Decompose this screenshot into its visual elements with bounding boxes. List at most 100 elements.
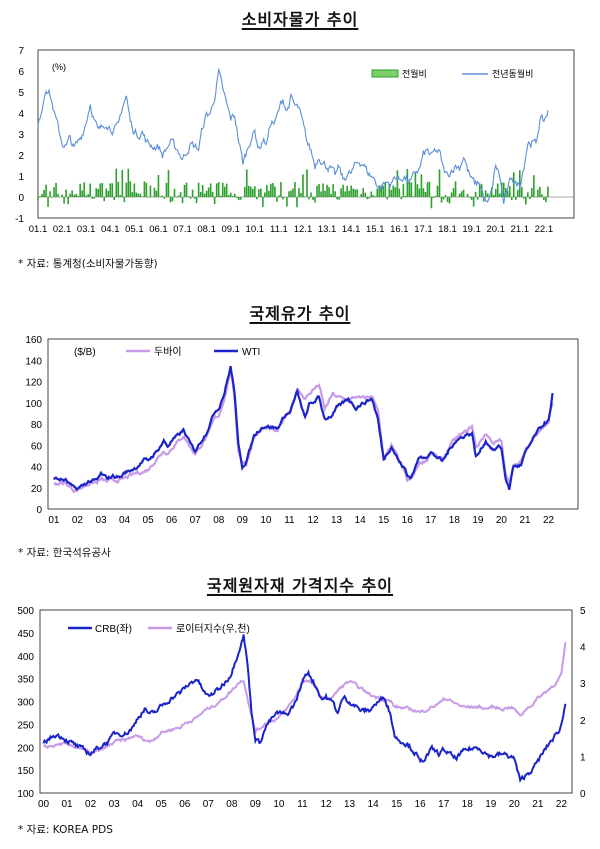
mom-bar (231, 195, 234, 197)
mom-bar (85, 195, 87, 197)
mom-bar (49, 191, 51, 197)
mom-bar (211, 191, 214, 197)
x-tick-label: 14 (368, 799, 380, 810)
mom-bar (75, 193, 77, 197)
mom-bar (79, 183, 81, 197)
x-tick-label: 15.1 (366, 224, 385, 235)
mom-bar (382, 186, 385, 197)
unit-label: (%) (52, 62, 66, 72)
x-tick-label: 10 (260, 515, 272, 526)
plot-frame (37, 49, 575, 219)
mom-bar (215, 183, 218, 197)
mom-bar (424, 191, 427, 197)
mom-bar (177, 195, 180, 197)
mom-bar (97, 188, 100, 197)
x-tick-label: 07 (190, 515, 202, 526)
mom-bar (93, 197, 96, 199)
mom-bar (468, 197, 471, 198)
y-tick-label-right: 2 (580, 716, 586, 727)
mom-bar (209, 183, 212, 197)
mom-bar (235, 197, 238, 198)
oil-chart: 0 20 40 60 80 100 120 140 160 01 02 03 04 05 06 07 08 09 1… (25, 335, 579, 526)
mom-bar (314, 197, 316, 203)
mom-bar (221, 182, 224, 197)
mom-bar (334, 191, 336, 197)
y-tick-label-right: 0 (580, 789, 586, 800)
series-line-yoy (37, 67, 549, 204)
mom-bar (290, 190, 292, 197)
x-tick-label: 12 (320, 799, 332, 810)
mom-bar (458, 193, 461, 197)
mom-bar (452, 188, 455, 197)
mom-bar (217, 182, 220, 197)
mom-bar (326, 184, 328, 197)
mom-bar (73, 194, 75, 197)
x-tick-label: 08.1 (197, 224, 216, 235)
x-tick-label: 20 (509, 799, 521, 810)
mom-bar (179, 192, 182, 197)
mom-bar (360, 193, 363, 197)
mom-bar (260, 188, 262, 197)
mom-bar (201, 185, 204, 197)
mom-bar (141, 196, 144, 197)
mom-bar (237, 197, 240, 201)
mom-bar (537, 189, 539, 197)
x-tick-label: 22 (543, 515, 555, 526)
mom-bar (103, 197, 106, 202)
mom-bar (193, 197, 196, 199)
x-tick-label: 17 (438, 799, 450, 810)
y-tick-label: 80 (31, 420, 43, 431)
mom-bar (207, 187, 210, 197)
mom-bar (252, 189, 254, 197)
mom-bar (77, 195, 79, 197)
y-tick-label: 0 (36, 505, 42, 516)
y-tick-label: 100 (25, 399, 42, 410)
x-tick-label: 07.1 (173, 224, 192, 235)
x-tick-label: 18.1 (438, 224, 457, 235)
mom-bar (155, 190, 158, 197)
mom-bar (47, 197, 49, 207)
mom-bar (338, 197, 340, 200)
mom-bar (414, 172, 417, 197)
x-tick-label: 10 (273, 799, 285, 810)
x-tick-label: 02 (72, 515, 84, 526)
mom-bar (428, 181, 431, 197)
mom-bar (306, 169, 308, 197)
x-tick-label: 03 (109, 799, 121, 810)
mom-bar (454, 181, 457, 197)
mom-bar (143, 181, 146, 197)
mom-bar (478, 183, 481, 197)
mom-bar (87, 193, 89, 197)
unit-label: ($/B) (74, 347, 96, 358)
mom-bar (65, 189, 67, 197)
mom-bar (378, 185, 381, 197)
mom-bar (328, 187, 330, 197)
y-tick-label-left: 150 (17, 766, 34, 777)
mom-bar (197, 182, 200, 197)
x-tick-label: 22.1 (535, 224, 554, 235)
mom-bar (282, 197, 284, 200)
mom-bar (111, 183, 114, 197)
legend-label-crb: CRB(좌) (95, 623, 132, 635)
mom-bar (416, 184, 419, 197)
x-tick-label: 04 (132, 799, 144, 810)
mom-bar (199, 191, 202, 197)
x-tick-label: 13 (331, 515, 343, 526)
mom-bar (133, 183, 136, 197)
mom-bar (233, 193, 236, 197)
mom-bar (342, 184, 344, 197)
mom-bar (404, 196, 407, 197)
mom-bar (521, 186, 523, 197)
y-tick-label-left: 400 (17, 652, 34, 663)
cpi-title: 소비자물가 추이 (241, 10, 359, 29)
mom-bar (41, 193, 43, 197)
mom-bar (384, 181, 387, 197)
x-tick-label: 20.1 (486, 224, 505, 235)
mom-bar (107, 190, 110, 197)
y-tick-label: 4 (18, 109, 24, 120)
mom-bar (320, 191, 322, 197)
mom-bar (294, 181, 296, 197)
y-tick-label-right: 1 (580, 752, 586, 763)
mom-bar (175, 197, 178, 198)
mom-bar (264, 192, 266, 197)
